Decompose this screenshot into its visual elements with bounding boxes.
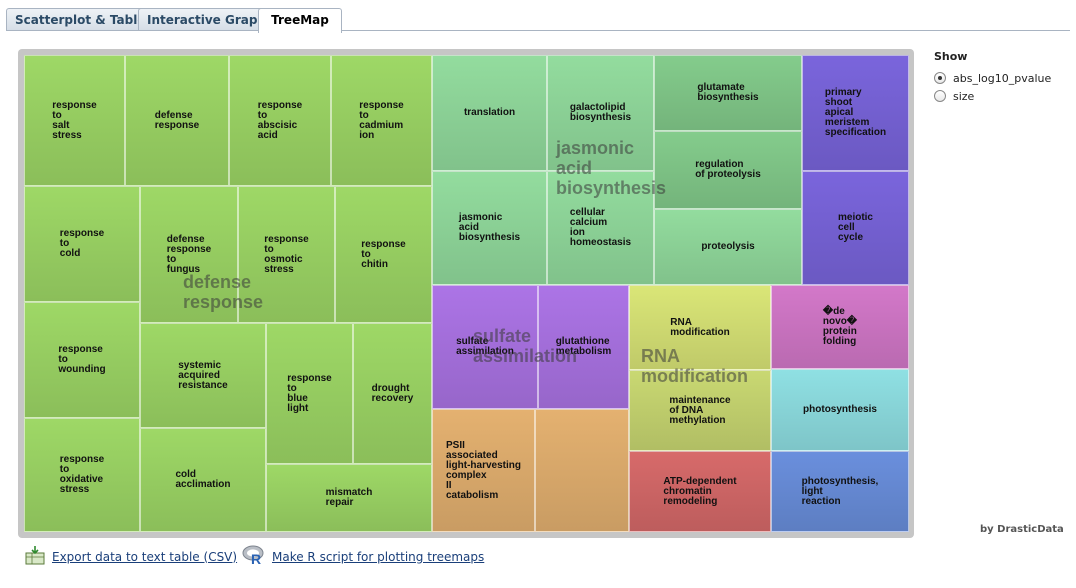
treemap-cell-response-to-wounding[interactable]: response to wounding xyxy=(24,302,140,418)
treemap-cell-maintenance-of-dna-methylation[interactable]: maintenance of DNA methylation xyxy=(629,370,771,451)
treemap-cell-cellular-calcium-ion-homeostasis[interactable]: cellular calcium ion homeostasis xyxy=(547,171,654,285)
treemap-cell-translation[interactable]: translation xyxy=(432,55,547,171)
treemap-cell-label: RNA modification xyxy=(670,316,730,338)
tab-scatterplot-table[interactable]: Scatterplot & Table xyxy=(6,8,155,30)
radio-unselected-icon[interactable] xyxy=(934,90,946,102)
treemap-cell-cold-acclimation[interactable]: cold acclimation xyxy=(140,428,266,532)
treemap-cell-sulfate-assimilation[interactable]: sulfate assimilation xyxy=(432,285,538,409)
treemap-cell-label: response to chitin xyxy=(361,238,406,270)
treemap-cell-label: mismatch repair xyxy=(325,487,373,508)
treemap-cell-defense-response-to-fungus[interactable]: defense response to fungus xyxy=(140,186,238,323)
treemap-cell-label: response to cold xyxy=(59,228,105,259)
treemap-cell-glutamate-biosynthesis[interactable]: glutamate biosynthesis xyxy=(654,55,802,131)
treemap-cell-label: glutamate biosynthesis xyxy=(697,82,759,103)
treemap-cell-response-to-chitin[interactable]: response to chitin xyxy=(335,186,432,323)
treemap-cell-proteolysis[interactable]: proteolysis xyxy=(654,209,802,285)
treemap-cell-label: photosynthesis, light reaction xyxy=(801,475,879,507)
radio-label-size: size xyxy=(953,89,975,103)
treemap-cell-label: defense response to fungus xyxy=(166,233,212,275)
treemap-cell-primary-shoot-apical-meristem-specification[interactable]: primary shoot apical meristem specificat… xyxy=(802,55,909,171)
treemap-cell-label: PSII associated light-harvesting complex… xyxy=(445,439,521,501)
treemap-cell-response-to-abscisic-acid[interactable]: response to abscisic acid xyxy=(229,55,331,186)
treemap-cell-galactolipid-biosynthesis[interactable]: galactolipid biosynthesis xyxy=(547,55,654,171)
treemap-cell-label: drought recovery xyxy=(371,382,414,404)
export-csv-link[interactable]: Export data to text table (CSV) xyxy=(24,544,237,569)
treemap-cell-response-to-oxidative-stress[interactable]: response to oxidative stress xyxy=(24,418,140,532)
treemap-cell-label: galactolipid biosynthesis xyxy=(569,102,632,123)
treemap-cell-response-to-cadmium-ion[interactable]: response to cadmium ion xyxy=(331,55,432,186)
treemap-cell-rna-modification[interactable]: RNA modification xyxy=(629,285,771,370)
export-csv-label: Export data to text table (CSV) xyxy=(52,549,238,564)
treemap-cell-label: maintenance of DNA methylation xyxy=(669,394,731,426)
treemap-cell-label: cold acclimation xyxy=(175,469,231,490)
credit-text: by DrasticData xyxy=(980,524,1064,535)
treemap-cell-label: primary shoot apical meristem specificat… xyxy=(824,87,887,138)
treemap-cell-label: defense response xyxy=(154,109,200,131)
treemap-cell-psii-associated-light-harvesting-complex-ii-catabolism[interactable]: PSII associated light-harvesting complex… xyxy=(432,409,535,532)
treemap-cell-label: ATP-dependent chromatin remodeling xyxy=(663,475,737,507)
treemap-cell-label: sulfate assimilation xyxy=(456,336,514,357)
treemap-cell-label: photosynthesis xyxy=(803,404,877,415)
treemap-cell-label: glutathione metabolism xyxy=(555,336,612,357)
treemap-cell-label: systemic acquired resistance xyxy=(178,359,228,391)
treemap-cell-glutathione-metabolism[interactable]: glutathione metabolism xyxy=(538,285,629,409)
show-panel: Show abs_log10_pvalue size xyxy=(934,50,1074,105)
show-title: Show xyxy=(934,50,968,63)
tab-bar: Scatterplot & Table Interactive Graph Tr… xyxy=(6,6,1070,33)
treemap-cell-label: proteolysis xyxy=(701,241,755,252)
r-script-label: Make R script for plotting treemaps xyxy=(272,549,485,564)
treemap-cell-photosynthesis[interactable]: photosynthesis xyxy=(771,369,909,451)
treemap-cell-response-to-salt-stress[interactable]: response to salt stress xyxy=(24,55,125,186)
treemap-cell-label: regulation of proteolysis xyxy=(695,159,761,180)
treemap-cell-label: response to abscisic acid xyxy=(257,99,303,141)
treemap-cell-label: response to salt stress xyxy=(52,99,97,141)
treemap-cell-drought-recovery[interactable]: drought recovery xyxy=(353,323,432,464)
treemap-cell-jasmonic-acid-biosynthesis[interactable]: jasmonic acid biosynthesis xyxy=(432,171,547,285)
treemap-cell-label: response to cadmium ion xyxy=(359,99,404,141)
treemap-cell-mismatch-repair[interactable]: mismatch repair xyxy=(266,464,432,532)
treemap-cell-label: cellular calcium ion homeostasis xyxy=(569,207,632,248)
radio-selected-icon[interactable] xyxy=(934,72,946,84)
tab-treemap[interactable]: TreeMap xyxy=(258,8,342,33)
treemap-cell-regulation-of-proteolysis[interactable]: regulation of proteolysis xyxy=(654,131,802,209)
r-logo-icon: R xyxy=(242,544,266,569)
treemap-cell-defense-response[interactable]: defense response xyxy=(125,55,229,186)
radio-label-abs-log10-pvalue: abs_log10_pvalue xyxy=(953,71,1052,85)
treemap-cell-meiotic-cell-cycle[interactable]: meiotic cell cycle xyxy=(802,171,909,285)
treemap-cell-label: �de novo� protein folding xyxy=(822,306,858,347)
treemap-cell-label: response to blue light xyxy=(287,372,332,414)
treemap-cell-label: jasmonic acid biosynthesis xyxy=(458,212,521,243)
radio-abs-log10-pvalue[interactable]: abs_log10_pvalue xyxy=(934,69,1074,87)
treemap-cell-label: response to osmotic stress xyxy=(264,233,309,275)
treemap-cell-label: translation xyxy=(463,107,516,118)
treemap-cell-response-to-osmotic-stress[interactable]: response to osmotic stress xyxy=(238,186,335,323)
treemap-cell-label: response to oxidative stress xyxy=(59,454,105,495)
r-script-link[interactable]: R Make R script for plotting treemaps xyxy=(242,544,484,569)
spreadsheet-download-icon xyxy=(24,544,46,569)
svg-text:R: R xyxy=(251,551,261,566)
treemap-cell-blank[interactable] xyxy=(535,409,629,532)
treemap-cell-label: meiotic cell cycle xyxy=(837,212,873,243)
treemap-cell-label: response to wounding xyxy=(58,344,106,375)
treemap-cell-response-to-cold[interactable]: response to cold xyxy=(24,186,140,302)
tab-interactive-graph[interactable]: Interactive Graph xyxy=(138,8,275,30)
treemap-cell-photosynthesis-light-reaction[interactable]: photosynthesis, light reaction xyxy=(771,451,909,532)
treemap-cell-response-to-blue-light[interactable]: response to blue light xyxy=(266,323,353,464)
tab-divider xyxy=(6,30,1070,31)
treemap: response to salt stress defense response r… xyxy=(23,54,909,533)
radio-size[interactable]: size xyxy=(934,87,1074,105)
treemap-cell-systemic-acquired-resistance[interactable]: systemic acquired resistance xyxy=(140,323,266,428)
treemap-cell-de-novo-protein-folding[interactable]: �de novo� protein folding xyxy=(771,285,909,369)
treemap-cell-atp-dependent-chromatin-remodeling[interactable]: ATP-dependent chromatin remodeling xyxy=(629,451,771,532)
